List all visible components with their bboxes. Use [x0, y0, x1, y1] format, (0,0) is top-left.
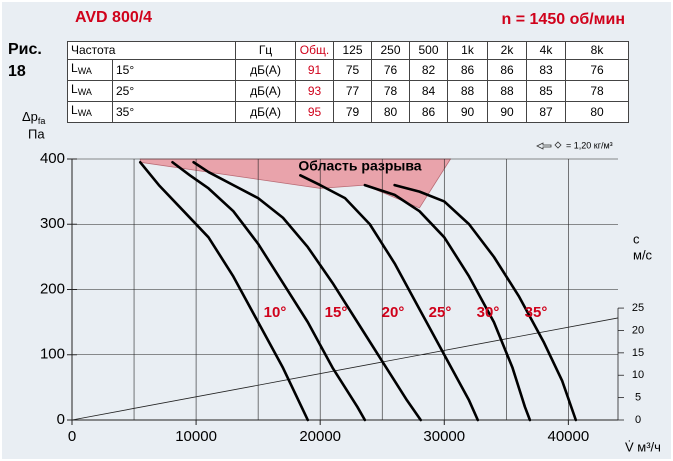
fan-curve: [393, 183, 578, 422]
x-tick-label: 30000: [423, 428, 465, 445]
velocity-line: [71, 317, 619, 421]
cell: 91: [295, 59, 334, 81]
density-note: = 1,20 кг/м³: [566, 140, 613, 150]
cell: 80: [565, 101, 629, 123]
curve-label: 30°: [477, 304, 500, 321]
x-tick-label: 20000: [299, 428, 341, 445]
x-label: V̇ м³/ч: [625, 439, 661, 454]
cell: 90: [447, 101, 488, 123]
model: AVD 800/4: [75, 9, 152, 26]
cell: дБ(А): [235, 59, 296, 81]
cell: 35°: [112, 101, 236, 123]
quantity: L: [71, 82, 78, 96]
figure-number: 18: [8, 63, 26, 80]
quantity-sub: WA: [77, 87, 92, 97]
fan-curve: [138, 160, 310, 422]
cell: 8k: [565, 41, 629, 60]
cell: 75: [333, 59, 372, 81]
curve-label: 20°: [382, 304, 405, 321]
cell: дБ(А): [235, 80, 296, 102]
cell: 82: [409, 59, 448, 81]
y2-tick-label: 25: [632, 302, 644, 314]
y2-tick-label: 20: [632, 324, 644, 336]
cell: 78: [371, 80, 410, 102]
cell: 84: [409, 80, 448, 102]
y-label: Δpfa: [22, 109, 45, 126]
y-label-unit: Па: [28, 126, 45, 141]
y-tick-label: 0: [57, 411, 65, 428]
cell: LWA: [67, 80, 113, 102]
x-tick-label: 0: [68, 428, 76, 445]
y2-label-unit: м/с: [633, 247, 653, 262]
cell: Общ.: [295, 41, 334, 60]
stall-label: Область разрыва: [298, 158, 421, 174]
speed: n = 1450 об/мин: [502, 11, 625, 28]
y-tick-label: 100: [40, 346, 65, 363]
figure: Рис.: [8, 41, 42, 58]
cell: 77: [333, 80, 372, 102]
cell: 76: [565, 59, 629, 81]
y-tick-label: 400: [40, 150, 65, 167]
fan-curve: [192, 160, 422, 422]
density-icon: [554, 141, 562, 149]
cell: 76: [371, 59, 410, 81]
x-tick-label: 40000: [548, 428, 590, 445]
fan-curve: [171, 160, 367, 422]
y-tick-label: 300: [40, 215, 65, 232]
cell: 125: [333, 41, 372, 60]
cell: 95: [295, 101, 334, 123]
cell: 88: [487, 80, 527, 102]
cell: 2k: [487, 41, 527, 60]
cell: LWA: [67, 59, 113, 81]
cell: 93: [295, 80, 334, 102]
cell: LWA: [67, 101, 113, 123]
cell: 4k: [526, 41, 566, 60]
y-tick-label: 200: [40, 280, 65, 297]
y2-tick-label: 15: [632, 347, 644, 359]
y2-tick-label: 5: [635, 392, 641, 404]
quantity-sub: WA: [77, 66, 92, 76]
curve-label: 10°: [264, 304, 287, 321]
cell: 1k: [447, 41, 488, 60]
cell: Частота: [67, 41, 236, 60]
cell: 83: [526, 59, 566, 81]
quantity: L: [71, 103, 78, 117]
cell: 85: [526, 80, 566, 102]
cell: дБ(А): [235, 101, 296, 123]
cell: 86: [487, 59, 527, 81]
cell: 250: [371, 41, 410, 60]
cell: 90: [487, 101, 527, 123]
y2-tick-label: 0: [635, 414, 641, 426]
curve-label: 25°: [429, 304, 452, 321]
cell: 86: [447, 59, 488, 81]
curve-label: 15°: [325, 304, 348, 321]
cell: 80: [371, 101, 410, 123]
quantity: L: [71, 61, 78, 75]
y2-label: c: [633, 231, 640, 246]
cell: 500: [409, 41, 448, 60]
cell: Гц: [235, 41, 296, 60]
fan-curve: [363, 183, 532, 422]
cell: 79: [333, 101, 372, 123]
fan-curve: [299, 174, 480, 422]
sound-table: Частота Гц Общ. 125 250 500 1k 2k 4k 8k …: [67, 41, 629, 123]
cell: 25°: [112, 80, 236, 102]
cell: 87: [526, 101, 566, 123]
quantity-sub: WA: [77, 108, 92, 118]
cell: 88: [447, 80, 488, 102]
y2-tick-label: 10: [632, 369, 644, 381]
cell: 86: [409, 101, 448, 123]
airflow-icon: [536, 142, 552, 150]
cell: 78: [565, 80, 629, 102]
cell: 15°: [112, 59, 236, 81]
curve-label: 35°: [525, 304, 548, 321]
x-tick-label: 10000: [175, 428, 217, 445]
